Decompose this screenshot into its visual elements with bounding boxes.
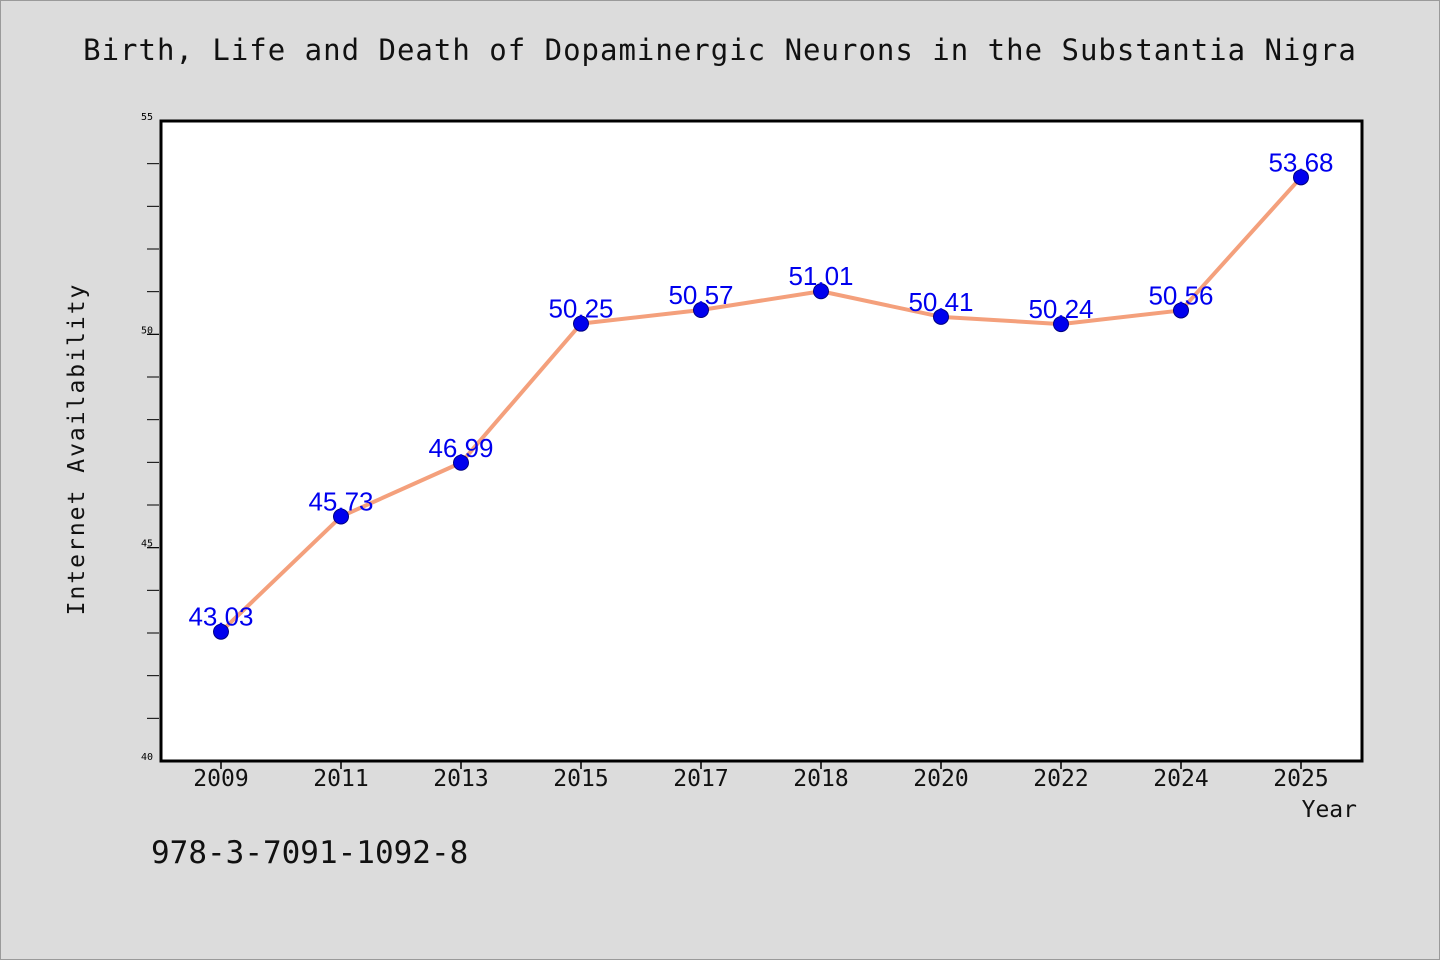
data-point-label: 50.56 [1148,280,1213,310]
data-labels: 43.03 45.73 46.99 50.25 50.57 51.01 50.41 50.24… [188,147,1333,631]
chart-title: Birth, Life and Death of Dopaminergic Ne… [83,33,1357,67]
data-point-label: 45.73 [308,487,373,517]
data-point-marker [1293,169,1309,186]
data-point-label: 50.24 [1028,294,1093,324]
data-point-marker [693,302,709,319]
data-point-label: 50.41 [908,287,973,317]
y-axis-label: Internet Availability [64,282,90,616]
data-point-marker [933,308,949,325]
data-point-label: 50.25 [548,294,613,324]
data-point-marker [453,454,469,471]
data-point-label: 51.01 [788,261,853,291]
data-point-marker [213,623,229,640]
x-tick-label: 2009 [193,766,248,792]
data-point-marker [333,508,349,525]
data-point-marker [573,315,589,332]
data-point-label: 43.03 [188,602,253,632]
x-tick-label: 2013 [433,766,488,792]
x-tick-label: 2025 [1273,766,1328,792]
x-tick-label: 2011 [313,766,368,792]
x-tick-label: 2024 [1153,766,1208,792]
y-axis: 40 45 50 55 [141,112,159,763]
y-tick-label: 45 [141,539,153,550]
isbn-note: 978-3-7091-1092-8 [151,835,469,871]
data-point-marker [1173,302,1189,319]
series-line [219,175,1303,634]
x-tick-label: 2015 [553,766,608,792]
x-tick-label: 2022 [1033,766,1088,792]
plot-area [161,121,1362,761]
series-markers [213,169,1309,640]
x-tick-label: 2020 [913,766,968,792]
plot-frame [159,119,1364,763]
y-tick-label: 40 [141,752,153,763]
x-axis-label: Year [1301,797,1357,823]
x-tick-label: 2017 [673,766,728,792]
data-point-marker [1053,316,1069,333]
data-point-marker [813,283,829,300]
x-tick-label: 2018 [793,766,848,792]
data-point-label: 50.57 [668,280,733,310]
y-tick-label: 50 [141,325,153,336]
y-tick-label: 55 [141,112,153,123]
data-point-label: 46.99 [428,433,493,463]
x-axis: 2009 2011 2013 2015 2017 2018 2020 2022 2024 2025 [193,762,1329,792]
data-point-label: 53.68 [1268,147,1333,177]
